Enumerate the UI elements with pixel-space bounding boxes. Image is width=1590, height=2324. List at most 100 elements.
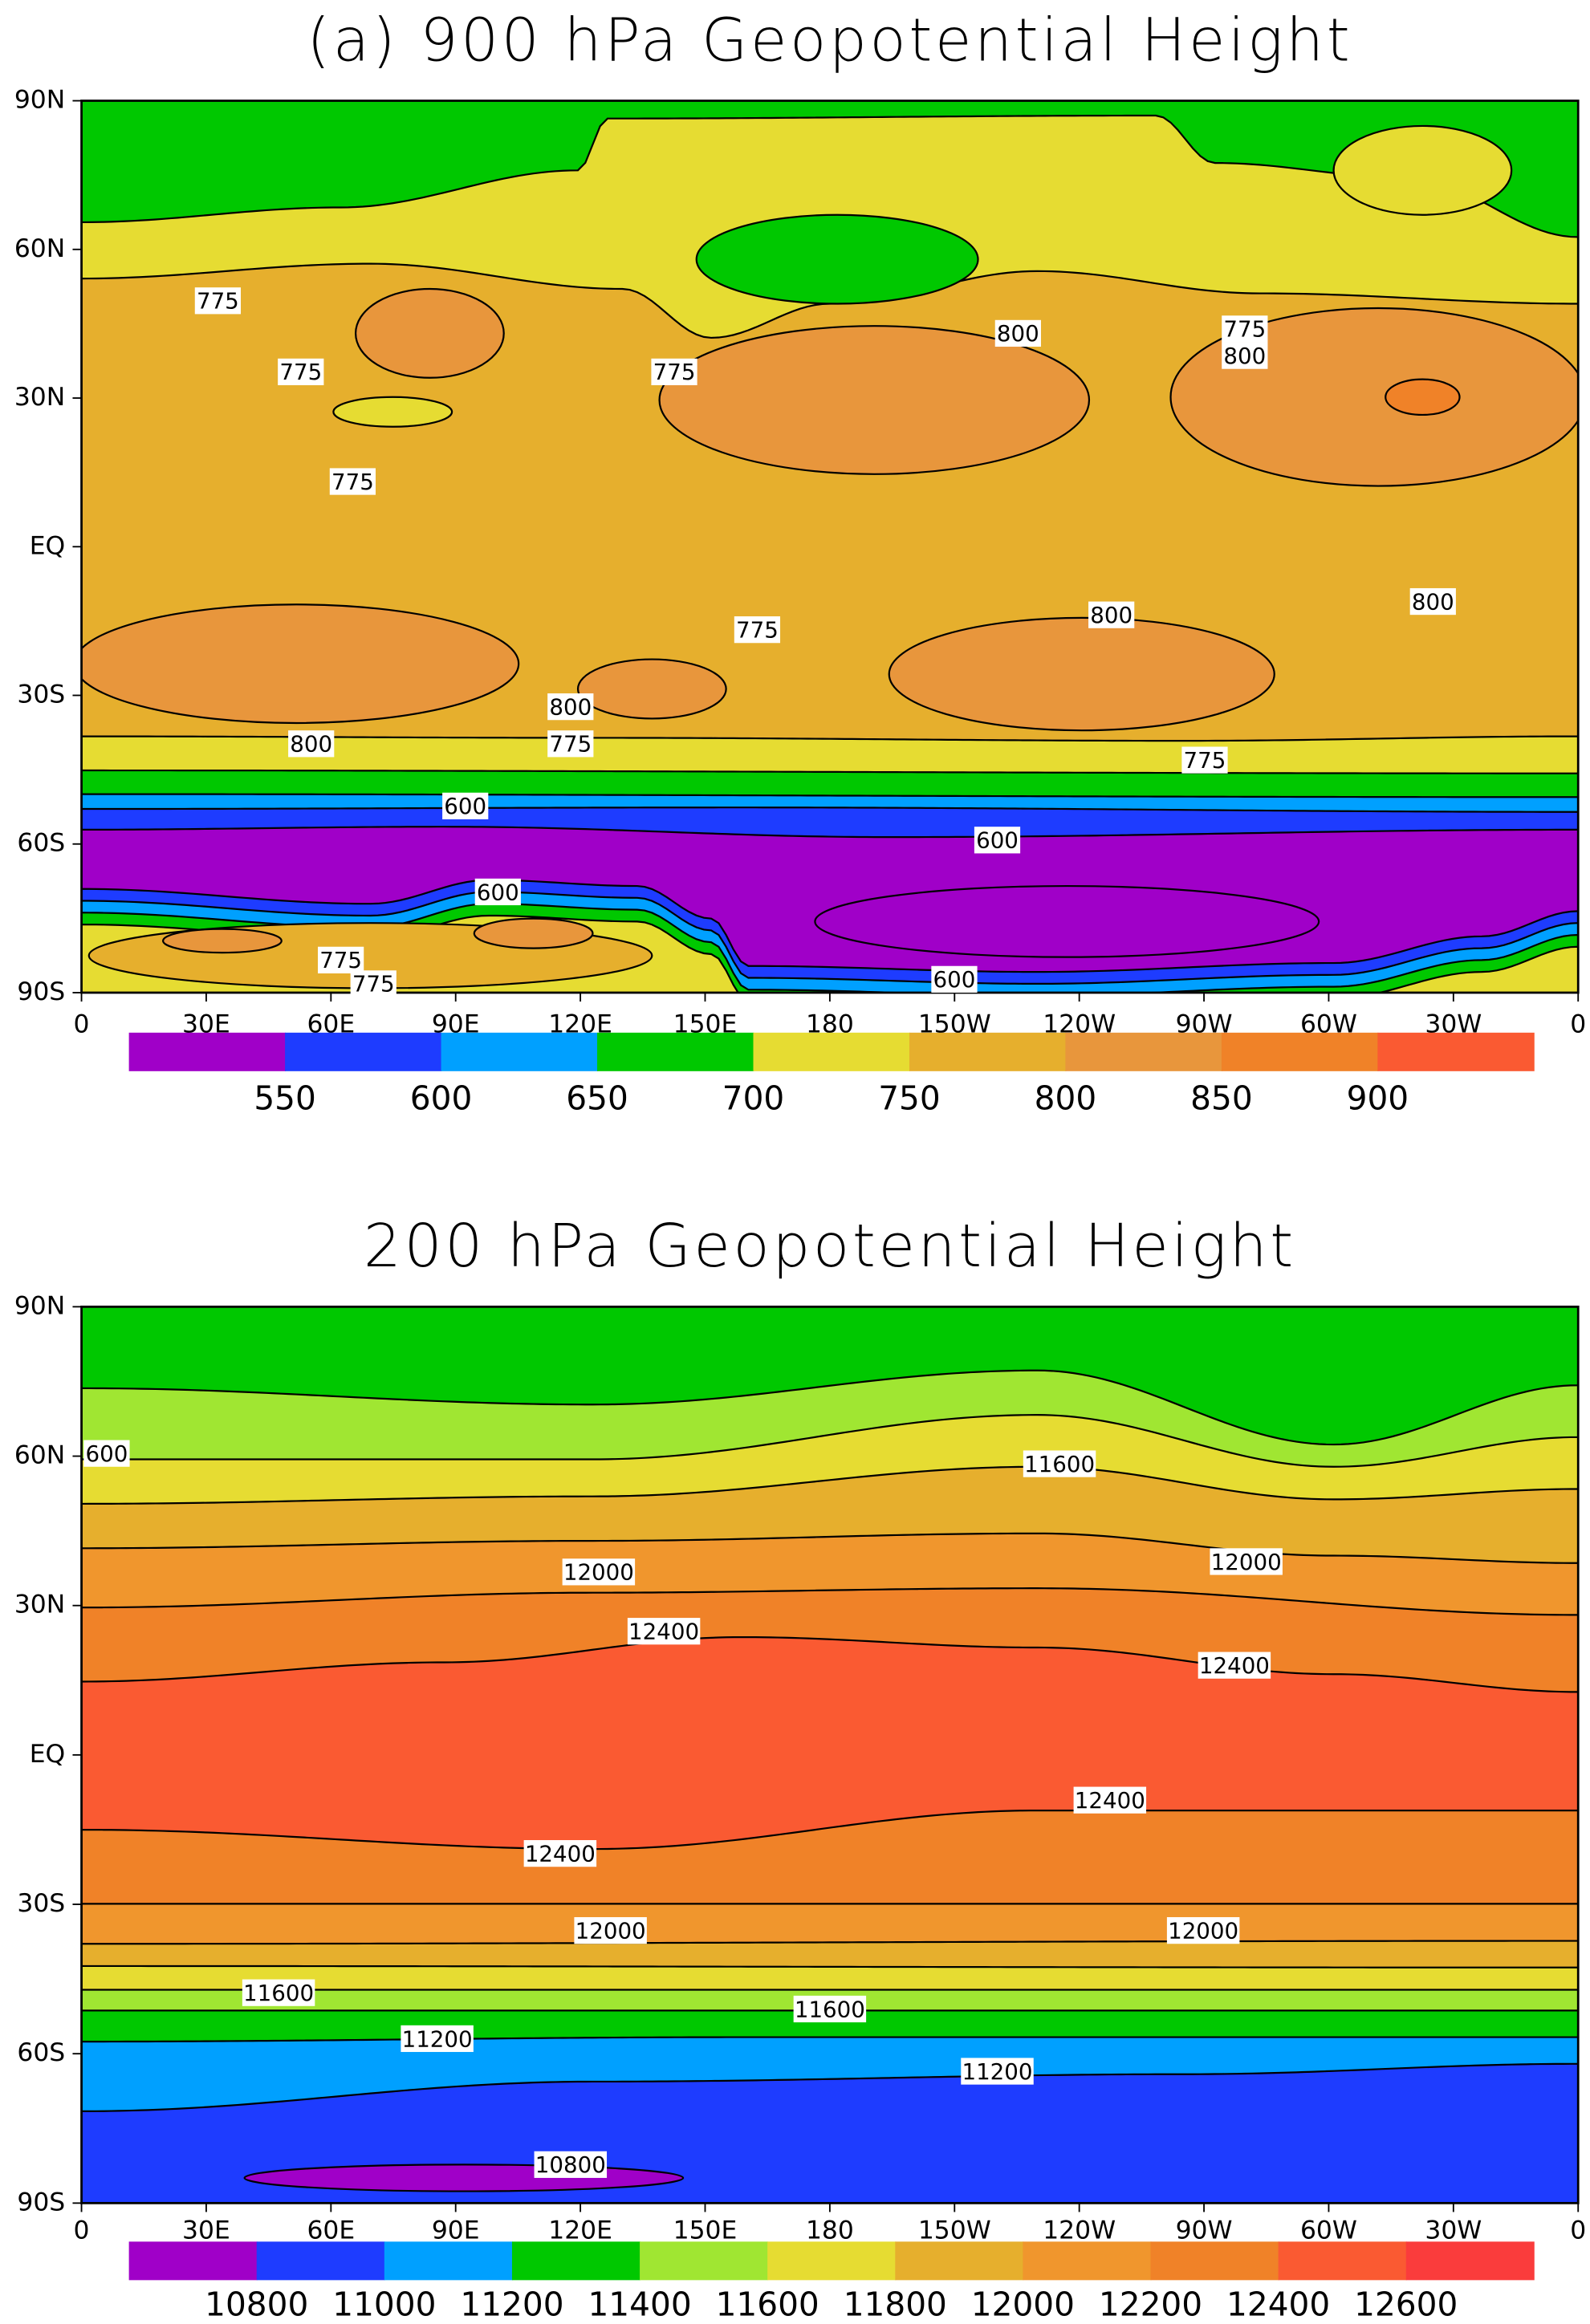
fill-region [243,2164,685,2192]
colorbar-label: 750 [878,1079,941,1118]
contour-label-box [318,946,364,973]
colorbar-swatch [1150,2241,1279,2281]
lat-label: 60N [14,234,65,263]
lat-label: 30S [17,681,65,709]
colorbar-label: 11600 [716,2285,819,2324]
contour-label: 800 [1412,588,1454,615]
contour-label-box [1222,315,1268,343]
fill-region [354,287,505,379]
map [81,1306,1579,2204]
colorbar-swatch [640,2241,769,2281]
lat-label: 30N [14,1591,65,1619]
colorbar-swatch [909,1032,1067,1071]
lat-label: 60S [17,829,65,858]
contour-label: 12400 [1199,1652,1270,1679]
contour-label-box [1210,1548,1283,1575]
contour-label: 775 [331,469,374,495]
contour-label: 800 [549,694,592,721]
colorbar-label: 11000 [332,2285,436,2324]
lon-label: 120W [1043,2216,1116,2245]
contour-label-box [1088,601,1135,628]
lat-label: 90N [14,86,65,115]
contour-label-box [734,616,781,644]
contour-label: 12000 [1211,1549,1282,1575]
contour-label: 600 [976,827,1019,854]
contour-label: 12400 [628,1619,699,1645]
colorbar-swatch [597,1032,754,1071]
contour-label-box [562,1558,636,1586]
colorbar-swatch [1065,1032,1222,1071]
contour-label: 12400 [525,1840,596,1867]
colorbar-swatch [511,2241,640,2281]
lon-label: 0 [74,2216,90,2245]
contour-label-box [547,730,594,758]
contour-label-box [1181,746,1228,774]
colorbar-swatch [1278,2241,1407,2281]
lon-label: 150E [673,2216,738,2245]
contour-label-box [627,1618,701,1645]
contour-label-box [442,792,489,819]
contour-label: 600 [477,879,519,905]
lon-label: 90E [432,2216,480,2245]
contour-label-box [534,2151,608,2178]
fill-region [888,616,1275,732]
lon-label: 30W [1425,2216,1482,2245]
colorbar-label: 550 [254,1079,316,1118]
fill-region [81,1306,1579,1446]
contour-label-box [961,2058,1034,2085]
colorbar-swatch [128,1032,287,1071]
contour-label-box [329,468,376,495]
colorbar-label: 600 [410,1079,473,1118]
contour-label: 775 [319,947,362,973]
contour-label-box [974,827,1021,854]
colorbar-swatch [753,1032,910,1071]
fill-region [332,396,453,428]
lat-label: 90N [14,1291,65,1320]
contour-label: 775 [653,359,696,385]
contour-label: 600 [444,793,486,819]
contour-label: 800 [1223,343,1266,369]
colorbar-swatch [1405,2241,1535,2281]
lon-label: 30E [182,2216,230,2245]
fill-region [161,928,283,954]
contour-label: 775 [197,288,239,315]
lon-label: 180 [806,2216,854,2245]
contour-label: 775 [736,616,779,643]
colorbar-label: 12000 [971,2285,1075,2324]
contour-label: 775 [279,359,322,385]
contour-label: 12000 [575,1917,646,1944]
contour-label: 11200 [402,2025,473,2052]
colorbar-swatch [1023,2241,1152,2281]
lat-label: 90S [17,2188,65,2216]
colorbar-swatch [128,2241,258,2281]
fill-region [473,917,594,949]
contour-label: 10800 [535,2151,606,2178]
lat-label: 90S [17,977,65,1006]
colorbar-label: 10800 [205,2285,308,2324]
contour-label-box [278,358,324,386]
contour-label-box [350,970,396,997]
fill-region [576,658,727,720]
panel-title: (a) 900 hPa Geopotential Height [307,6,1352,75]
lat-label: EQ [30,1740,66,1769]
contour-label-box [401,2025,474,2053]
contour-label-box [651,358,697,386]
lon-label: 150W [918,2216,991,2245]
contour-label: 800 [1090,602,1133,628]
lon-label: 60W [1300,2216,1357,2245]
colorbar-label: 800 [1035,1079,1097,1118]
contour-label-box [1198,1652,1271,1679]
contour-label: 12000 [1168,1917,1238,1944]
lon-label: 0 [74,1010,90,1039]
lat-label: 60S [17,2038,65,2067]
colorbar-label: 11400 [588,2285,691,2324]
lat-label: 60N [14,1441,65,1470]
contour-label: 800 [290,731,332,758]
colorbar-label: 12600 [1354,2285,1458,2324]
panel-title: 200 hPa Geopotential Height [364,1212,1296,1281]
contour-label-box [574,1917,647,1944]
contour-label-box [1166,1917,1240,1944]
colorbar-label: 650 [566,1079,628,1118]
contour-label-box [1222,342,1268,369]
colorbar-label: 11200 [460,2285,563,2324]
